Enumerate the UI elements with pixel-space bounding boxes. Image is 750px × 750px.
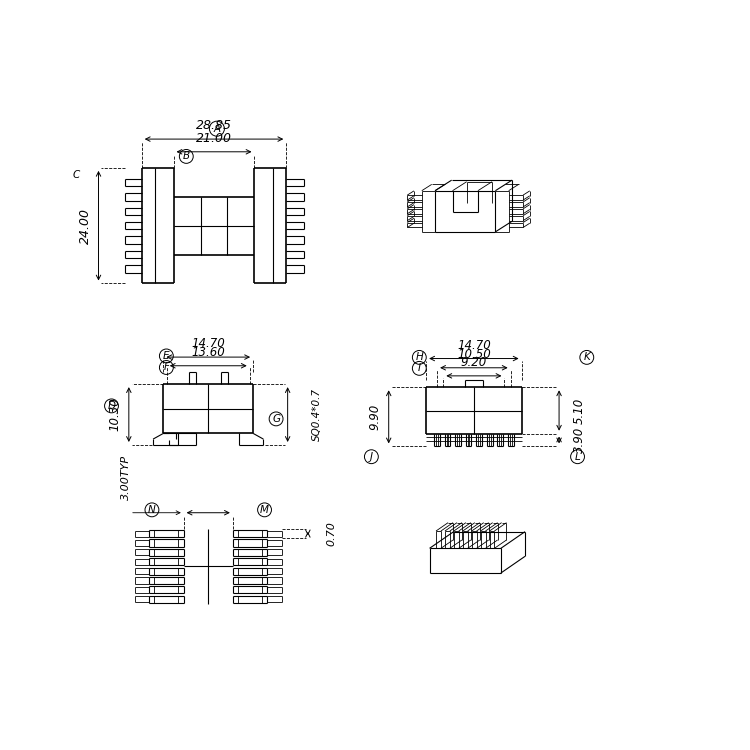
Text: B: B xyxy=(183,152,190,161)
Text: M: M xyxy=(260,505,269,515)
Text: F: F xyxy=(164,362,170,373)
Text: D: D xyxy=(107,401,116,411)
Text: 24.00: 24.00 xyxy=(79,208,92,244)
Text: J: J xyxy=(370,452,373,462)
Text: 9.90: 9.90 xyxy=(369,404,382,430)
Text: 14.70: 14.70 xyxy=(191,338,225,350)
Text: 10.30: 10.30 xyxy=(109,398,122,431)
Text: 14.70: 14.70 xyxy=(457,338,490,352)
Text: SQ0.4*0.7: SQ0.4*0.7 xyxy=(312,388,322,441)
Text: 13.60: 13.60 xyxy=(191,346,225,358)
Text: A: A xyxy=(213,124,220,134)
Text: 0.70: 0.70 xyxy=(326,521,336,546)
Text: E: E xyxy=(163,351,170,361)
Text: 9.20: 9.20 xyxy=(460,356,487,369)
Text: 28.85: 28.85 xyxy=(196,119,232,132)
Text: K: K xyxy=(584,352,590,362)
Text: I: I xyxy=(418,363,421,374)
Text: N: N xyxy=(148,505,156,515)
Text: 5.10: 5.10 xyxy=(573,398,586,424)
Text: 3.90: 3.90 xyxy=(573,427,586,453)
Text: 10.50: 10.50 xyxy=(457,348,490,361)
Text: H: H xyxy=(416,352,423,362)
Text: C: C xyxy=(73,170,80,180)
Text: 21.00: 21.00 xyxy=(196,132,232,145)
Text: 3.00TYP: 3.00TYP xyxy=(121,455,131,500)
Text: L: L xyxy=(574,452,580,462)
Text: G: G xyxy=(272,414,280,424)
